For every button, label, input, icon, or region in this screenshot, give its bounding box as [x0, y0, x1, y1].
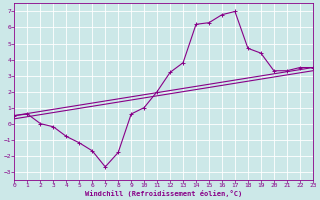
X-axis label: Windchill (Refroidissement éolien,°C): Windchill (Refroidissement éolien,°C)	[85, 190, 242, 197]
